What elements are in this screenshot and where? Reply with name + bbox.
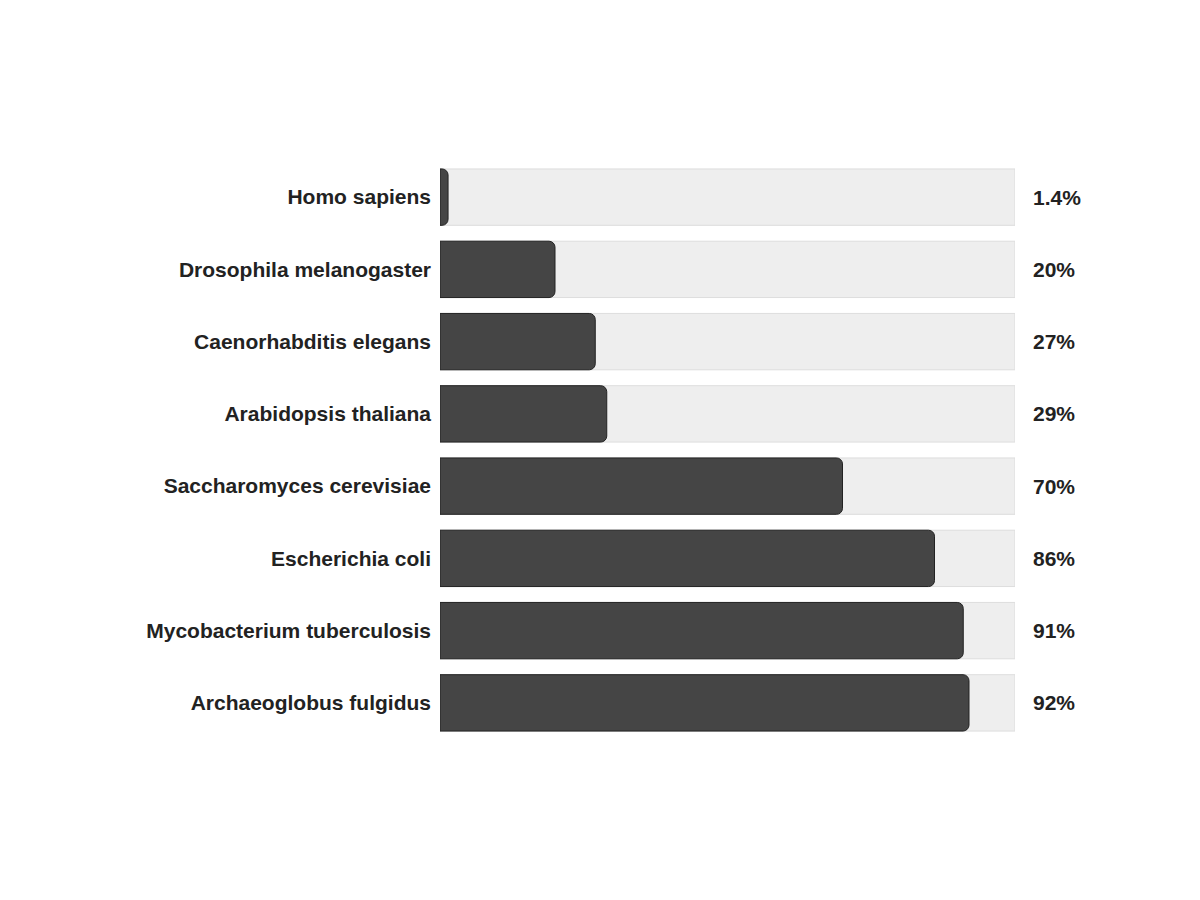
svg-text:20%: 20% (1033, 258, 1075, 281)
svg-text:Homo sapiens: Homo sapiens (287, 185, 431, 208)
svg-text:Saccharomyces cerevisiae: Saccharomyces cerevisiae (164, 474, 431, 497)
svg-text:Escherichia coli: Escherichia coli (271, 547, 431, 570)
svg-text:Arabidopsis thaliana: Arabidopsis thaliana (224, 402, 431, 425)
svg-text:Mycobacterium tuberculosis: Mycobacterium tuberculosis (146, 619, 431, 642)
svg-text:Drosophila melanogaster: Drosophila melanogaster (179, 258, 431, 281)
svg-text:Archaeoglobus fulgidus: Archaeoglobus fulgidus (191, 691, 431, 714)
svg-text:1.4%: 1.4% (1033, 186, 1081, 209)
svg-text:70%: 70% (1033, 475, 1075, 498)
svg-text:86%: 86% (1033, 547, 1075, 570)
svg-text:27%: 27% (1033, 330, 1075, 353)
svg-text:Caenorhabditis elegans: Caenorhabditis elegans (194, 330, 431, 353)
svg-text:92%: 92% (1033, 691, 1075, 714)
svg-text:29%: 29% (1033, 402, 1075, 425)
svg-text:91%: 91% (1033, 619, 1075, 642)
